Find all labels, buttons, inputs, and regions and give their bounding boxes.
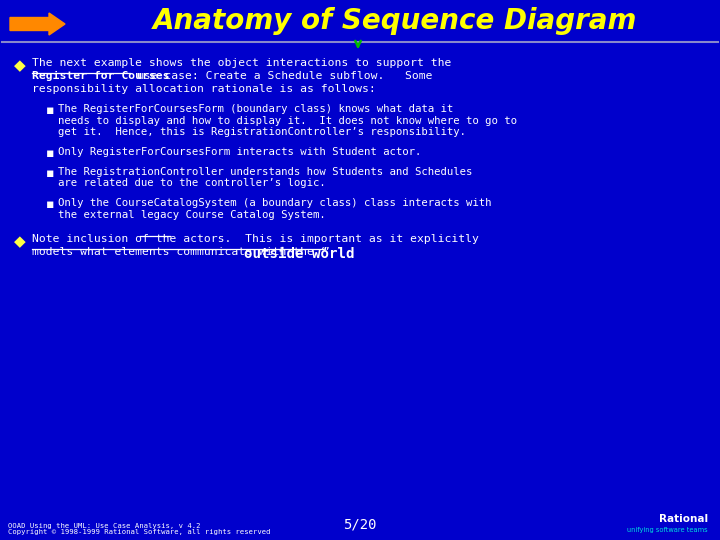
Text: Only RegisterForCoursesForm interacts with Student actor.: Only RegisterForCoursesForm interacts wi… [58, 147, 421, 157]
Text: Anatomy of Sequence Diagram: Anatomy of Sequence Diagram [153, 7, 637, 35]
Text: ”.: ”. [323, 247, 337, 257]
Text: ▪: ▪ [46, 199, 55, 212]
Text: Note inclusion of the actors.  This is important as it explicitly: Note inclusion of the actors. This is im… [32, 234, 479, 244]
Text: The RegistrationController understands how Students and Schedules: The RegistrationController understands h… [58, 167, 472, 177]
Text: 5/20: 5/20 [343, 518, 377, 532]
Text: ◆: ◆ [14, 234, 26, 249]
Text: The next example shows the object interactions to support the: The next example shows the object intera… [32, 58, 451, 68]
Text: responsibility allocation rationale is as follows:: responsibility allocation rationale is a… [32, 84, 376, 94]
Text: the external legacy Course Catalog System.: the external legacy Course Catalog Syste… [58, 210, 325, 220]
Text: Rational: Rational [659, 514, 708, 524]
Text: use case: Create a Schedule subflow.   Some: use case: Create a Schedule subflow. Som… [130, 71, 433, 81]
Text: unifying software teams: unifying software teams [627, 527, 708, 533]
FancyArrow shape [10, 13, 65, 35]
Text: ◆: ◆ [14, 58, 26, 73]
Text: outside world: outside world [243, 247, 354, 261]
Text: The RegisterForCoursesForm (boundary class) knows what data it: The RegisterForCoursesForm (boundary cla… [58, 104, 454, 114]
Text: ▪: ▪ [46, 147, 55, 160]
Text: Copyright © 1998-1999 Rational Software, all rights reserved: Copyright © 1998-1999 Rational Software,… [8, 529, 271, 535]
Text: ▪: ▪ [46, 167, 55, 180]
Text: ▪: ▪ [46, 104, 55, 117]
Text: get it.  Hence, this is RegistrationController’s responsibility.: get it. Hence, this is RegistrationContr… [58, 127, 466, 137]
Text: Only the CourseCatalogSystem (a boundary class) class interacts with: Only the CourseCatalogSystem (a boundary… [58, 199, 492, 208]
Text: models what elements communicate with the “: models what elements communicate with th… [32, 247, 328, 257]
Text: needs to display and how to display it.  It does not know where to go to: needs to display and how to display it. … [58, 116, 517, 125]
Text: are related due to the controller’s logic.: are related due to the controller’s logi… [58, 179, 325, 188]
Text: Register for Courses: Register for Courses [32, 71, 169, 81]
Text: OOAD Using the UML: Use Case Analysis, v 4.2: OOAD Using the UML: Use Case Analysis, v… [8, 523, 200, 529]
